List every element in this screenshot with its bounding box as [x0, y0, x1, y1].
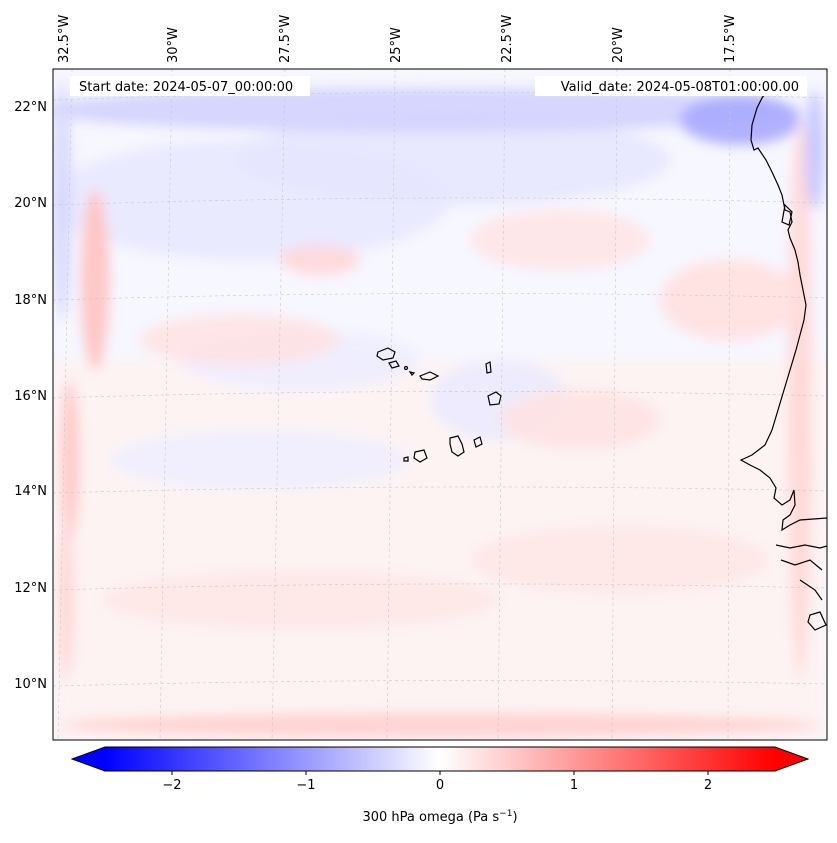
colorbar-extend-max — [775, 747, 808, 771]
lat-tick-20n: 20°N — [14, 196, 47, 211]
colorbar-extend-min — [72, 747, 105, 771]
lat-tick-12n: 12°N — [14, 581, 47, 596]
colorbar-ticks: −2 −1 0 1 2 — [162, 771, 712, 793]
lat-tick-16n: 16°N — [14, 389, 47, 404]
colorbar-body — [105, 747, 775, 771]
lon-tick-27-5w: 27.5°W — [278, 15, 293, 63]
lon-tick-22-5w: 22.5°W — [500, 15, 515, 63]
lat-tick-18n: 18°N — [14, 293, 47, 308]
lat-tick-22n: 22°N — [14, 100, 47, 115]
colorbar-outline — [70, 746, 810, 772]
map-frame — [52, 68, 828, 741]
graticule — [53, 69, 827, 740]
map-panel — [53, 69, 827, 740]
lon-tick-17-5w: 17.5°W — [723, 15, 738, 63]
coastline — [739, 86, 827, 631]
colorbar-tick-label: 2 — [704, 778, 712, 793]
valid-date-box — [535, 76, 807, 96]
start-date-label: Start date: 2024-05-07_00:00:00 — [79, 80, 293, 95]
cape-verde-islands — [376, 347, 502, 463]
valid-date-label: Valid_date: 2024-05-08T01:00:00.00 — [561, 80, 799, 95]
lat-tick-14n: 14°N — [14, 484, 47, 499]
lat-tick-labels: 22°N 20°N 18°N 16°N 14°N 12°N 10°N — [14, 100, 47, 692]
colorbar-tick-label: 0 — [436, 778, 444, 793]
colorbar-tick-label: −2 — [162, 778, 181, 793]
colorbar-label: 300 hPa omega (Pa s−1) — [362, 809, 517, 825]
colorbar: −2 −1 0 1 2 300 hPa omega (Pa s−1) — [70, 746, 810, 825]
lon-tick-20w: 20°W — [611, 27, 626, 63]
lon-tick-30w: 30°W — [166, 27, 181, 63]
colorbar-tick-label: −1 — [296, 778, 315, 793]
start-date-box — [70, 76, 310, 96]
colorbar-tick-label: 1 — [570, 778, 578, 793]
lat-tick-10n: 10°N — [14, 677, 47, 692]
omega-field — [53, 80, 827, 740]
lon-tick-labels: 32.5°W 30°W 27.5°W 25°W 22.5°W 20°W 17.5… — [57, 15, 738, 63]
lon-tick-32-5w: 32.5°W — [57, 15, 72, 63]
lon-tick-25w: 25°W — [389, 27, 404, 63]
